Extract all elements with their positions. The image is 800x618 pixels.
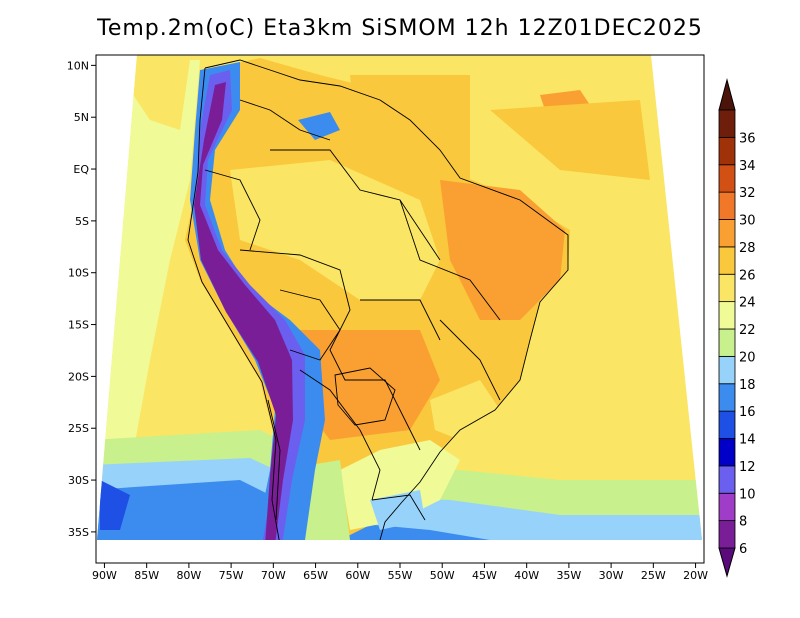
northeast-hot-area xyxy=(440,180,565,320)
colorbar-label: 8 xyxy=(739,515,747,530)
latitude-ticks: 10N 5N EQ 5S 10S 15S 20S 25S 30S 35S xyxy=(67,59,96,539)
south-pacific-band-16 xyxy=(100,480,130,530)
lat-tick-label: 30S xyxy=(68,474,89,487)
lon-tick-label: 55W xyxy=(388,569,413,582)
uruguay-border xyxy=(371,494,426,521)
southeast-highlands-cool-patch xyxy=(430,380,500,440)
lon-tick-label: 45W xyxy=(472,569,497,582)
brazil-state-borders xyxy=(360,199,501,401)
pacific-warm-patch xyxy=(130,60,190,130)
colorbar-box xyxy=(718,383,736,412)
guiana-highlands-cool-patch xyxy=(298,112,340,140)
peru-ecuador-border xyxy=(204,169,261,251)
lon-tick-label: 80W xyxy=(176,569,201,582)
colorbar-box xyxy=(718,191,736,220)
lon-tick-label: 20W xyxy=(683,569,708,582)
lat-tick-label: 35S xyxy=(68,526,89,539)
country-boundaries xyxy=(187,59,569,540)
lat-tick-label: 10N xyxy=(67,59,89,72)
colorbar: 6 8 10 12 14 16 18 20 22 24 26 28 30 32 34 36 xyxy=(718,78,756,578)
colombia-venezuela-border xyxy=(239,99,331,141)
paraguay-border xyxy=(334,367,396,426)
colorbar-label: 20 xyxy=(739,350,756,365)
colorbar-under-triangle xyxy=(718,547,736,578)
colorbar-label: 12 xyxy=(739,460,756,475)
lat-tick-label: 10S xyxy=(68,267,89,280)
colorbar-box xyxy=(718,273,736,303)
colorbar-label: 36 xyxy=(739,131,756,146)
colorbar-label: 32 xyxy=(739,186,756,201)
brazil-border xyxy=(239,249,421,451)
colorbar-label: 22 xyxy=(739,323,756,338)
colorbar-label: 28 xyxy=(739,241,756,256)
coastline-south-america xyxy=(187,59,569,540)
south-brazil-cool-area xyxy=(340,440,460,530)
colorbar-box xyxy=(718,219,736,248)
colorbar-over-triangle xyxy=(718,78,736,111)
map-title: Temp.2m(oC) Eta3km SiSMOM 12h 12Z01DEC20… xyxy=(97,16,703,41)
temperature-field xyxy=(97,55,702,540)
amazon-cooler-area xyxy=(230,160,440,300)
colorbar-label: 18 xyxy=(739,378,756,393)
colorbar-label: 30 xyxy=(739,214,756,229)
lat-tick-label: 5S xyxy=(75,215,89,228)
lon-tick-label: 40W xyxy=(514,569,539,582)
colorbar-box xyxy=(718,136,736,166)
lat-tick-label: 20S xyxy=(68,370,89,383)
colorbar-label: 26 xyxy=(739,268,756,283)
lon-tick-label: 50W xyxy=(430,569,455,582)
colorbar-label: 6 xyxy=(739,542,747,557)
lat-tick-label: 15S xyxy=(68,319,89,332)
chile-border xyxy=(267,399,281,521)
lon-tick-label: 35W xyxy=(556,569,581,582)
lat-tick-label: 5N xyxy=(74,111,89,124)
lon-tick-label: 60W xyxy=(345,569,370,582)
colorbar-label: 10 xyxy=(739,487,756,502)
colorbar-box xyxy=(718,410,736,439)
colorbar-box xyxy=(718,246,736,275)
colorbar-box xyxy=(718,109,736,138)
amazon-state-border xyxy=(270,149,441,261)
bolivia-border xyxy=(279,289,341,361)
lon-tick-label: 70W xyxy=(261,569,286,582)
lon-tick-label: 25W xyxy=(641,569,666,582)
lat-tick-label: EQ xyxy=(73,163,89,176)
andes-coldest-band xyxy=(194,82,293,540)
lon-tick-label: 65W xyxy=(303,569,328,582)
center-hot-area xyxy=(300,330,440,440)
colorbar-label: 14 xyxy=(739,433,756,448)
colorbar-box xyxy=(718,438,736,467)
colorbar-box xyxy=(718,164,736,193)
colorbar-label: 16 xyxy=(739,405,756,420)
south-cool-band-18 xyxy=(97,480,702,540)
colorbar-box xyxy=(718,465,736,494)
colorbar-box xyxy=(718,492,736,522)
lon-tick-label: 75W xyxy=(219,569,244,582)
colorbar-label: 24 xyxy=(739,296,756,311)
colorbar-label: 34 xyxy=(739,159,756,174)
lon-tick-label: 85W xyxy=(134,569,159,582)
lon-tick-label: 30W xyxy=(599,569,624,582)
colorbar-box xyxy=(718,328,736,357)
colorbar-box xyxy=(718,520,736,549)
atlantic-warm-patch-ne xyxy=(490,100,650,180)
uruguay-cool-area xyxy=(370,490,425,530)
colorbar-box xyxy=(718,355,736,385)
lon-tick-label: 90W xyxy=(92,569,117,582)
colorbar-box xyxy=(718,301,736,330)
longitude-ticks: 90W 85W 80W 75W 70W 65W 60W 55W 50W 45W 40W 35W 30W 2… xyxy=(92,563,708,582)
argentina-border xyxy=(299,369,381,501)
lat-tick-label: 25S xyxy=(68,422,89,435)
